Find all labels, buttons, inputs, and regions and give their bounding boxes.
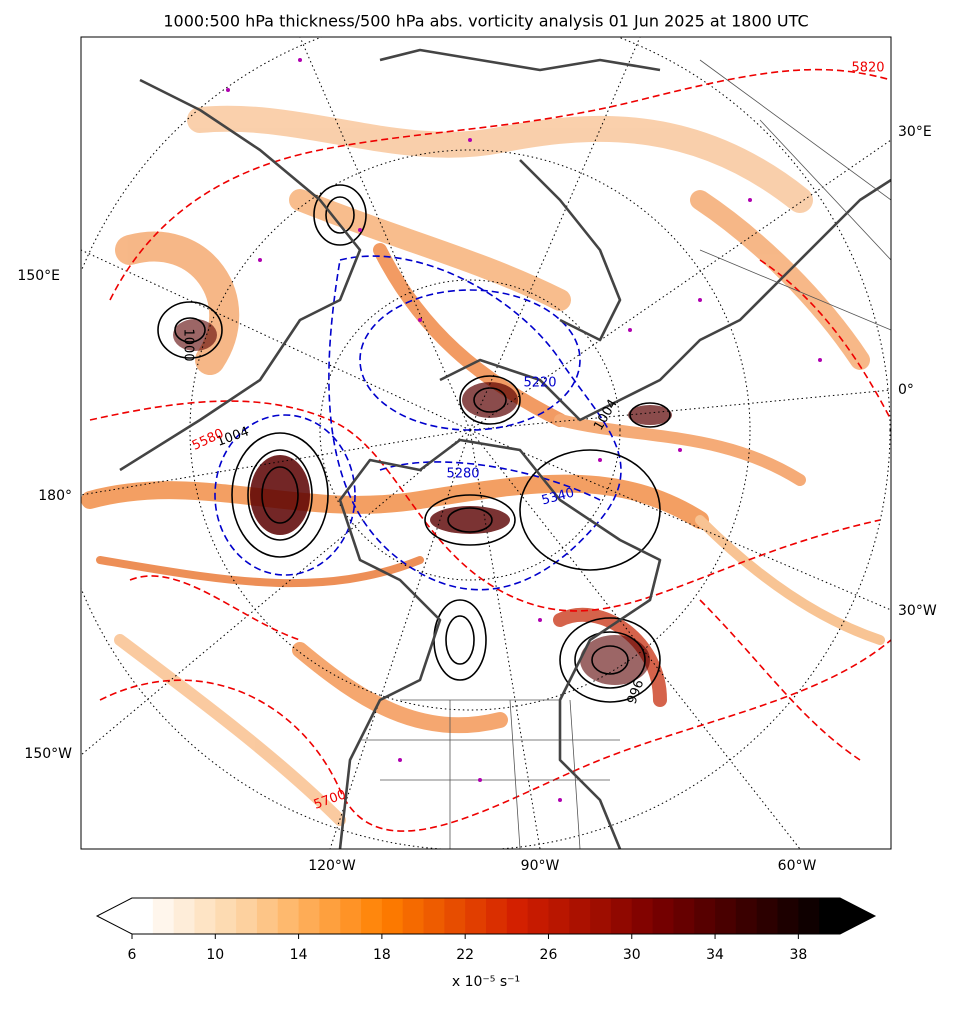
colorbar-tick-label: 26 bbox=[540, 947, 558, 963]
colorbar-tick-label: 10 bbox=[206, 947, 224, 963]
colorbar-tick-label: 22 bbox=[456, 947, 474, 963]
colorbar-label: x 10⁻⁵ s⁻¹ bbox=[452, 974, 520, 990]
contour-label: 5220 bbox=[523, 376, 556, 391]
colorbar-bin bbox=[319, 898, 341, 934]
colorbar-tick-label: 18 bbox=[373, 947, 391, 963]
lon-label: 30°W bbox=[898, 603, 937, 619]
colorbar-bin bbox=[381, 898, 404, 934]
colorbar-bin bbox=[735, 898, 758, 934]
colorbar-bin bbox=[777, 898, 799, 934]
lon-labels: 30°E 150°E 0° 180° 30°W 150°W 120°W 90°W 60°W bbox=[17, 124, 936, 874]
colorbar-bin bbox=[423, 898, 445, 934]
colorbar-bin bbox=[132, 898, 154, 934]
colorbar-bin bbox=[715, 898, 737, 934]
title: 1000:500 hPa thickness/500 hPa abs. vort… bbox=[163, 12, 808, 31]
lon-label: 60°W bbox=[778, 858, 817, 874]
colorbar-bin bbox=[819, 898, 841, 934]
colorbar-bin bbox=[215, 898, 237, 934]
colorbar-tick-label: 38 bbox=[789, 947, 807, 963]
colorbar-tick-label: 6 bbox=[128, 947, 137, 963]
lon-label: 90°W bbox=[521, 858, 560, 874]
contour-label: 1000 bbox=[181, 328, 196, 361]
lon-label: 0° bbox=[898, 382, 914, 398]
colorbar-tick-label: 34 bbox=[706, 947, 724, 963]
colorbar-bin bbox=[256, 898, 279, 934]
colorbar-outline bbox=[95, 897, 877, 935]
lon-label: 120°W bbox=[308, 858, 356, 874]
lon-label: 150°W bbox=[24, 746, 72, 762]
colorbar-bin bbox=[548, 898, 570, 934]
colorbar-bin bbox=[444, 898, 466, 934]
colorbar-bin bbox=[277, 898, 300, 934]
colorbar-extend-low bbox=[97, 898, 132, 934]
colorbar-bin bbox=[152, 898, 175, 934]
colorbar-bin bbox=[673, 898, 695, 934]
colorbar-extend-high bbox=[840, 898, 875, 934]
colorbar-bin bbox=[527, 898, 549, 934]
colorbar-bin bbox=[361, 898, 383, 934]
colorbar-bin bbox=[402, 898, 425, 934]
colorbar-bin bbox=[194, 898, 216, 934]
colorbar-bin bbox=[506, 898, 529, 934]
colorbar-bin bbox=[340, 898, 362, 934]
colorbar-bin bbox=[236, 898, 258, 934]
colorbar-bin bbox=[590, 898, 612, 934]
colorbar-bin bbox=[652, 898, 674, 934]
colorbar-tick-label: 30 bbox=[623, 947, 641, 963]
colorbar-tick-label: 14 bbox=[290, 947, 308, 963]
colorbar: 6 10 14 18 22 26 30 34 38 bbox=[95, 897, 877, 963]
colorbar-bin bbox=[298, 898, 320, 934]
map-frame bbox=[80, 36, 892, 850]
colorbar-bin bbox=[631, 898, 654, 934]
colorbar-bin bbox=[569, 898, 591, 934]
colorbar-bin bbox=[798, 898, 820, 934]
contour-label: 5820 bbox=[851, 61, 884, 76]
colorbar-bin bbox=[610, 898, 633, 934]
lon-label: 150°E bbox=[17, 268, 60, 284]
colorbar-bin bbox=[173, 898, 195, 934]
colorbar-bin bbox=[486, 898, 508, 934]
colorbar-bin bbox=[694, 898, 716, 934]
lon-label: 180° bbox=[38, 488, 72, 504]
contour-label: 5280 bbox=[446, 467, 479, 482]
lon-label: 30°E bbox=[898, 124, 932, 140]
colorbar-bin bbox=[465, 898, 487, 934]
colorbar-bin bbox=[756, 898, 779, 934]
